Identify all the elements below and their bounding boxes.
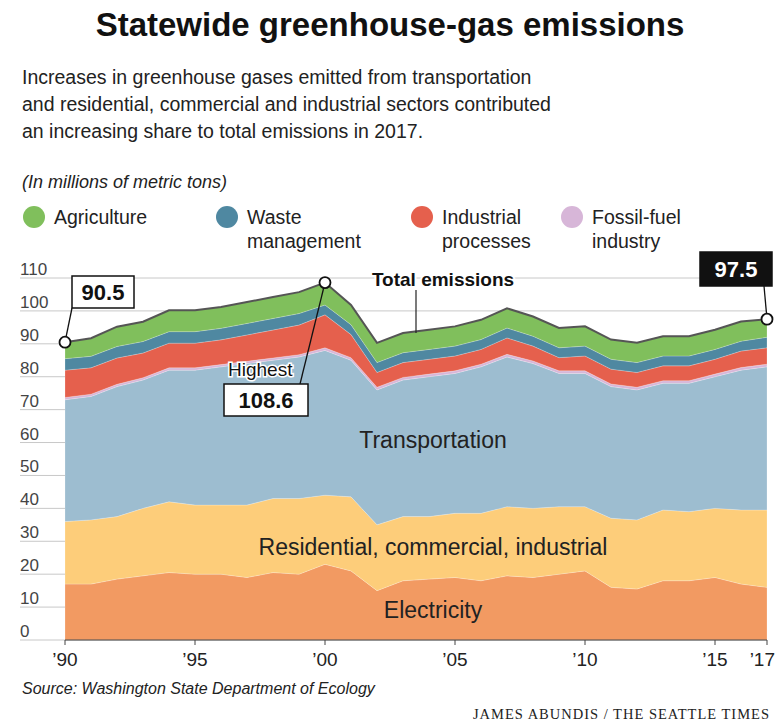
y-tick-label: 70 (20, 392, 39, 411)
y-tick-label: 50 (20, 457, 39, 476)
x-tick-label: ’10 (572, 649, 597, 670)
x-tick-label: ’95 (182, 649, 207, 670)
source: Source: Washington State Department of E… (22, 680, 376, 697)
legend-label: Industrialprocesses (442, 206, 531, 252)
annotation-box (700, 252, 772, 286)
y-tick-label: 110 (20, 260, 47, 279)
y-tick-label: 40 (20, 490, 39, 509)
annotation-label: 108.6 (238, 388, 293, 413)
y-tick-label: 0 (20, 622, 29, 641)
chart: Statewide greenhouse-gas emissions Increa… (0, 0, 780, 726)
x-tick-label: ’05 (442, 649, 467, 670)
grid-line (20, 640, 767, 641)
legend-swatch (411, 206, 433, 228)
x-tick-label: ’17 (750, 649, 775, 670)
annotation-marker (60, 337, 71, 348)
legend-label: Wastemanagement (247, 206, 361, 252)
y-tick-label: 30 (20, 523, 39, 542)
x-tick (455, 640, 456, 645)
plot-area (65, 283, 767, 640)
x-tick-label: ’00 (312, 649, 337, 670)
area (65, 283, 767, 363)
credit: JAMES ABUNDIS / THE SEATTLE TIMES (473, 706, 770, 722)
y-axis-label: (In millions of metric tons) (22, 172, 227, 192)
annotation-note: Highest (228, 359, 293, 380)
annotation-marker (320, 277, 331, 288)
legend-swatch (561, 206, 583, 228)
x-tick (195, 640, 196, 645)
annotation-label: 90.5 (82, 280, 125, 305)
y-tick-label: 10 (20, 589, 39, 608)
x-tick-label: ’15 (702, 649, 727, 670)
grid (20, 278, 767, 640)
subtitle: an increasing share to total emissions i… (22, 120, 423, 142)
legend-label: Agriculture (54, 206, 147, 228)
annotation-label: 97.5 (715, 257, 758, 282)
y-tick-label: 100 (20, 293, 48, 312)
series-label: Transportation (359, 427, 506, 453)
annotation-leader (300, 283, 325, 384)
x-tick (767, 640, 768, 645)
y-tick-label: 60 (20, 425, 39, 444)
grid-line (20, 310, 767, 311)
x-axis (65, 640, 767, 641)
y-tick-label: 90 (20, 326, 39, 345)
total-line (65, 283, 767, 343)
subtitle: and residential, commercial and industri… (22, 93, 551, 115)
x-tick (65, 640, 66, 645)
y-tick-label: 20 (20, 556, 39, 575)
y-tick-label: 80 (20, 359, 39, 378)
total-label: Total emissions (372, 269, 514, 290)
annotation-marker (762, 314, 773, 325)
subtitle: Increases in greenhouse gases emitted fr… (22, 66, 531, 88)
annotation-box (224, 384, 308, 416)
x-tick (585, 640, 586, 645)
series-label: Electricity (384, 597, 483, 623)
title: Statewide greenhouse-gas emissions (96, 6, 685, 43)
legend-swatch (216, 206, 238, 228)
annotation-box (72, 276, 134, 308)
legend-label: Fossil-fuelindustry (592, 206, 681, 252)
x-tick-label: ’90 (52, 649, 77, 670)
leader-line (415, 290, 416, 333)
x-tick (325, 640, 326, 645)
legend-swatch (23, 206, 45, 228)
x-tick (715, 640, 716, 645)
series-label: Residential, commercial, industrial (259, 534, 608, 560)
